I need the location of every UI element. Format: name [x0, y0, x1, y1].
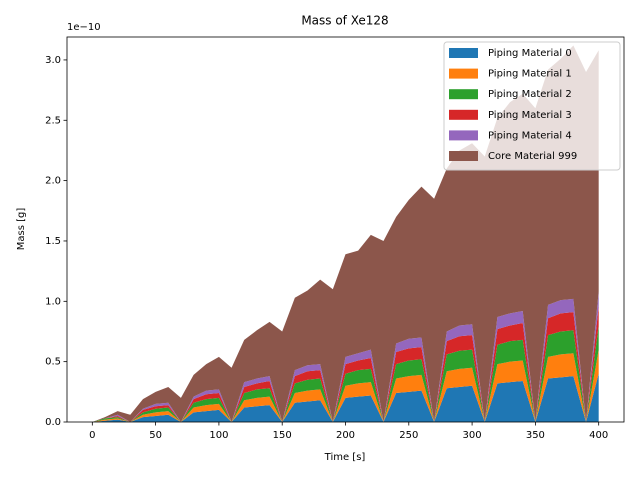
legend-box: [443, 41, 621, 171]
y-tick-label: 0.0: [45, 417, 61, 428]
x-tick-label: 0: [89, 430, 95, 441]
legend-swatch: [449, 151, 478, 161]
y-axis-label: Mass [g]: [16, 208, 27, 251]
y-tick-label: 1.0: [45, 296, 61, 307]
y-tick-label: 2.5: [45, 115, 61, 126]
y-tick-label: 2.0: [45, 176, 61, 187]
x-axis-label: Time [s]: [324, 452, 366, 463]
x-tick-label: 300: [463, 430, 482, 441]
chart-title: Mass of Xe128: [301, 14, 388, 28]
legend-swatch: [449, 68, 478, 79]
legend-label: Piping Material 4: [488, 130, 572, 141]
legend-label: Piping Material 3: [488, 110, 572, 121]
legend-swatch: [449, 130, 478, 141]
legend-label: Piping Material 1: [488, 69, 572, 80]
legend-swatch: [449, 109, 478, 120]
x-tick-label: 50: [149, 430, 162, 441]
x-tick-label: 100: [209, 430, 228, 441]
x-tick-label: 200: [336, 430, 355, 441]
legend-label: Piping Material 2: [488, 89, 572, 100]
y-tick-label: 0.5: [45, 357, 61, 368]
y-tick-label: 3.0: [45, 55, 61, 66]
x-tick-label: 250: [399, 430, 418, 441]
x-tick-label: 150: [273, 430, 292, 441]
legend-swatch: [449, 48, 478, 58]
legend-swatch: [449, 89, 478, 100]
x-tick-label: 350: [526, 430, 545, 441]
legend-label: Piping Material 0: [488, 48, 572, 59]
y-tick-label: 1.5: [45, 236, 61, 247]
x-tick-label: 400: [589, 430, 608, 441]
legend-label: Core Material 999: [488, 151, 577, 162]
y-offset-label: 1e−10: [67, 22, 101, 33]
